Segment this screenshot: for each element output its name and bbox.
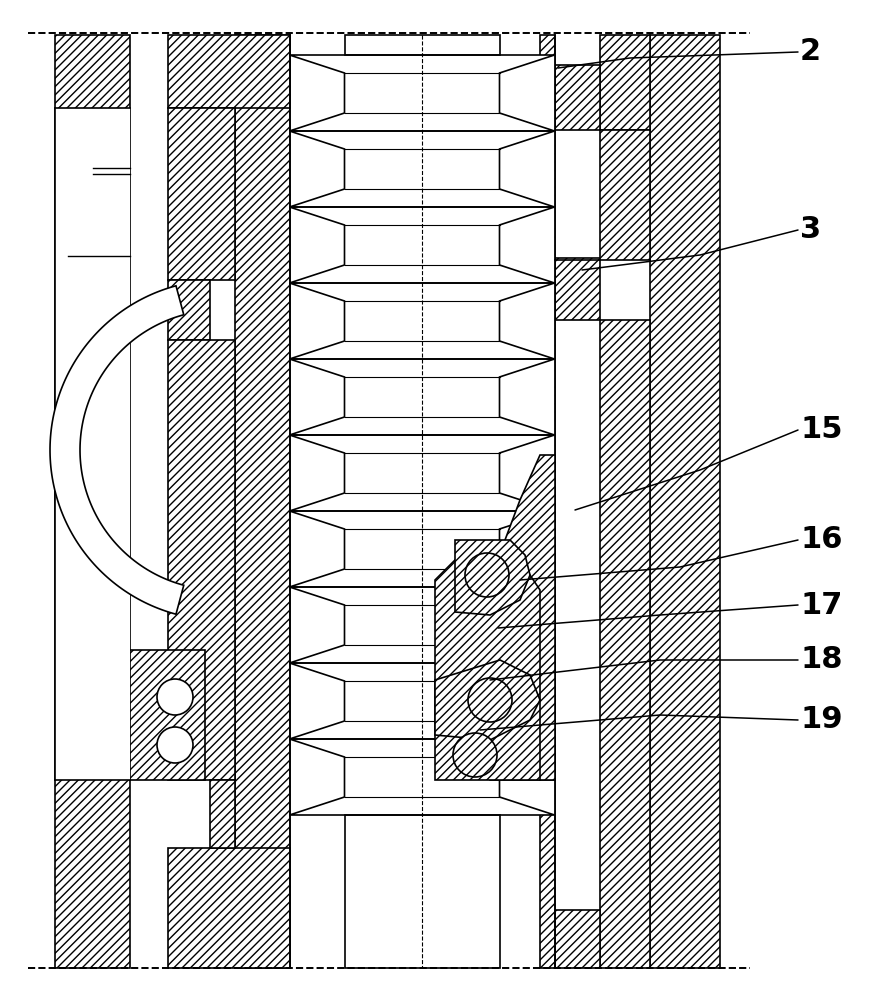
Bar <box>600 320 650 968</box>
Bar <box>130 650 205 780</box>
Bar <box>55 108 130 780</box>
Bar <box>168 848 290 968</box>
Polygon shape <box>435 660 540 740</box>
Bar <box>600 130 650 260</box>
Polygon shape <box>500 131 554 207</box>
Bar <box>555 258 600 320</box>
Polygon shape <box>289 359 344 435</box>
Polygon shape <box>289 131 344 207</box>
Polygon shape <box>289 359 554 435</box>
Bar <box>540 35 555 968</box>
Polygon shape <box>289 663 344 739</box>
Circle shape <box>453 733 497 777</box>
Bar <box>168 280 210 340</box>
Bar <box>62 200 80 216</box>
Polygon shape <box>500 207 554 283</box>
Text: 3: 3 <box>800 216 821 244</box>
Bar <box>55 35 130 968</box>
Bar <box>540 488 555 780</box>
Polygon shape <box>500 511 554 587</box>
Polygon shape <box>289 739 554 815</box>
Polygon shape <box>289 55 344 131</box>
Polygon shape <box>289 435 344 511</box>
Polygon shape <box>500 663 554 739</box>
Bar <box>168 108 235 280</box>
Bar <box>650 35 720 968</box>
Bar <box>168 35 290 108</box>
Polygon shape <box>289 55 554 131</box>
Bar <box>68 222 76 250</box>
Polygon shape <box>500 739 554 815</box>
Polygon shape <box>500 435 554 511</box>
Text: 18: 18 <box>800 646 843 674</box>
Polygon shape <box>289 511 344 587</box>
Polygon shape <box>500 587 554 663</box>
Text: 15: 15 <box>800 416 843 444</box>
Bar <box>555 910 600 968</box>
Bar <box>210 780 235 848</box>
Polygon shape <box>455 540 530 615</box>
Text: 16: 16 <box>800 526 843 554</box>
Polygon shape <box>435 555 540 780</box>
Circle shape <box>157 679 193 715</box>
Polygon shape <box>500 55 554 131</box>
Bar <box>345 35 500 55</box>
Bar <box>345 815 500 968</box>
Polygon shape <box>50 286 183 614</box>
Bar <box>78 165 88 171</box>
Polygon shape <box>289 131 554 207</box>
Polygon shape <box>289 663 554 739</box>
Polygon shape <box>289 207 344 283</box>
Polygon shape <box>289 739 344 815</box>
Polygon shape <box>289 587 344 663</box>
Bar <box>555 65 600 130</box>
Polygon shape <box>500 283 554 359</box>
Bar <box>58 162 78 174</box>
Bar <box>55 158 93 193</box>
Polygon shape <box>289 207 554 283</box>
Bar <box>600 35 650 130</box>
Circle shape <box>465 553 509 597</box>
Text: 17: 17 <box>800 590 842 619</box>
Polygon shape <box>500 359 554 435</box>
Polygon shape <box>289 283 554 359</box>
Polygon shape <box>470 455 555 780</box>
Bar <box>168 340 235 780</box>
Polygon shape <box>289 511 554 587</box>
Bar <box>235 35 290 968</box>
Polygon shape <box>289 587 554 663</box>
Polygon shape <box>289 283 344 359</box>
Text: 2: 2 <box>800 37 821 66</box>
Circle shape <box>468 678 512 722</box>
Text: 19: 19 <box>800 706 843 734</box>
Circle shape <box>157 727 193 763</box>
Polygon shape <box>289 435 554 511</box>
